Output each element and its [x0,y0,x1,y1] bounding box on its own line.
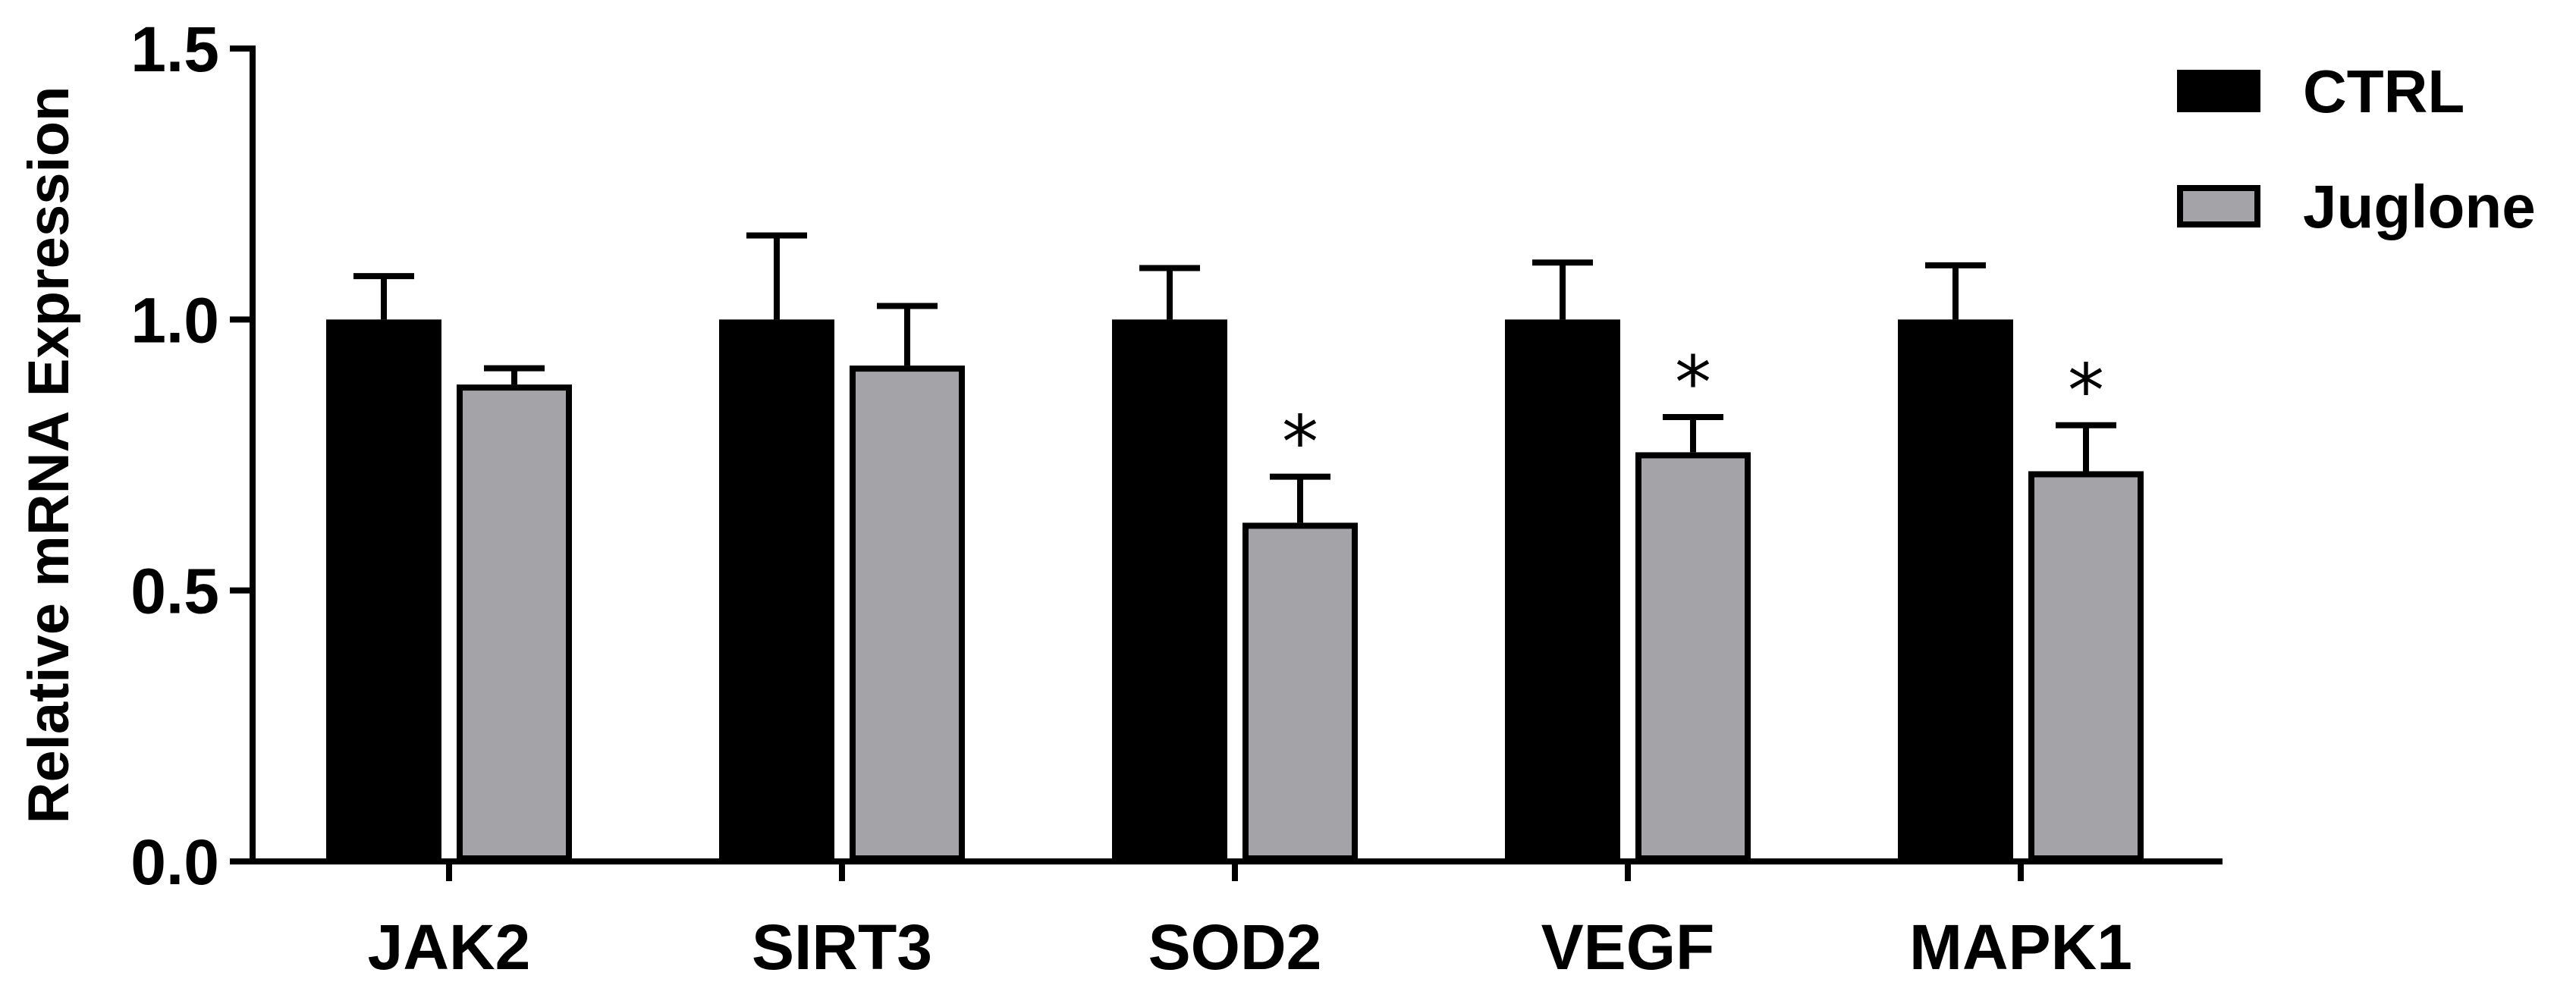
x-tick-label: JAK2 [368,911,531,982]
bar-ctrl-vegf [1505,319,1620,862]
x-tick-label: SIRT3 [752,911,932,982]
bar-juglone-sirt3 [850,366,965,861]
bar-ctrl-sirt3 [719,319,834,862]
y-tick-label: 1.5 [130,14,219,85]
y-tick-label: 0.0 [130,827,219,898]
significance-mark: * [1675,340,1711,425]
x-tick-label: VEGF [1541,911,1715,982]
bar-juglone-mapk1 [2028,471,2144,861]
y-tick-label: 0.5 [130,556,219,627]
x-tick-label: SOD2 [1148,911,1322,982]
y-tick-label: 1.0 [130,284,219,356]
legend-swatch-juglone [2177,185,2260,227]
x-tick-label: MAPK1 [1909,911,2132,982]
legend-label-juglone: Juglone [2303,173,2536,240]
bar-ctrl-mapk1 [1898,319,2013,862]
legend-label-ctrl: CTRL [2303,58,2464,125]
y-axis-label: Relative mRNA Expression [17,86,81,824]
bar-ctrl-jak2 [326,319,441,862]
significance-mark: * [2068,349,2104,434]
legend-swatch-ctrl [2177,70,2260,112]
bar-ctrl-sod2 [1112,319,1227,862]
bars-layer: * * * [326,232,2144,862]
axes-layer: JAK2 SIRT3 SOD2 VEGF MAPK1 0.0 0.5 1.0 1.5 [130,14,2223,982]
bar-juglone-jak2 [457,384,572,861]
significance-mark: * [1282,400,1318,485]
legend: CTRL Juglone [2177,58,2536,240]
bar-juglone-sod2 [1242,522,1358,861]
bar-juglone-vegf [1635,452,1751,861]
